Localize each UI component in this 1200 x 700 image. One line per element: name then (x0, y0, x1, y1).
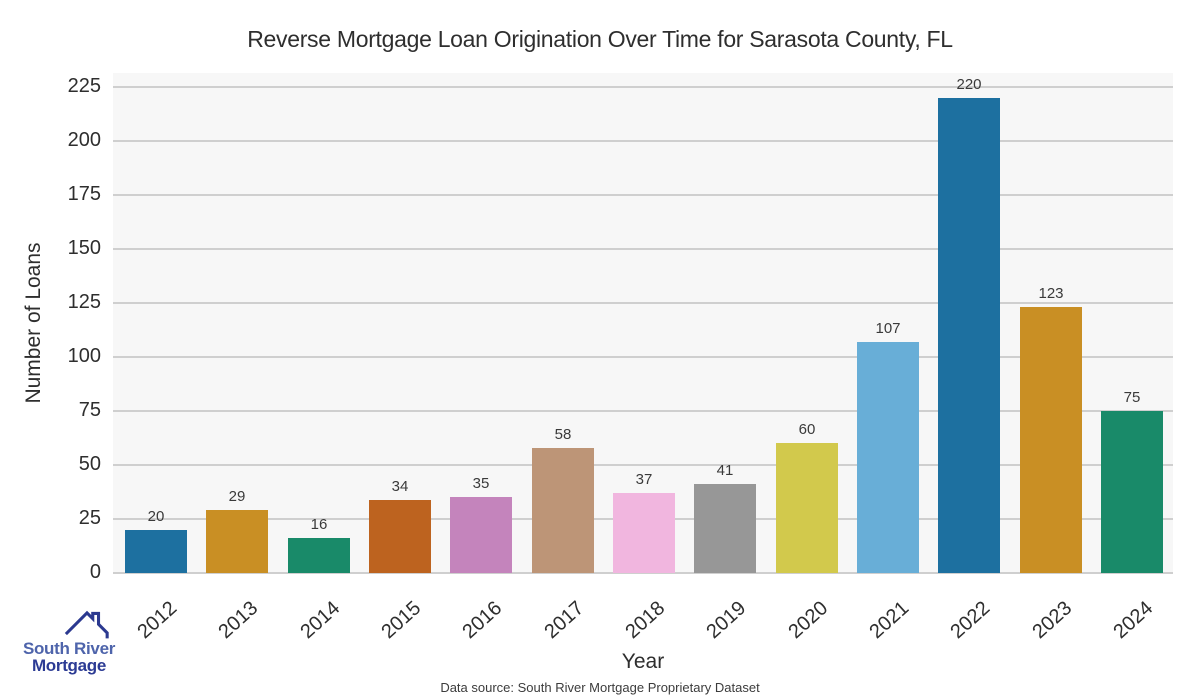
y-tick-label-200: 200 (67, 129, 101, 151)
y-tick-label-100: 100 (67, 345, 101, 367)
gridline-y150 (113, 248, 1173, 250)
x-tick-label-2020: 2020 (783, 597, 832, 644)
bar-2016 (450, 497, 512, 573)
bar-2014 (288, 538, 350, 573)
y-tick-label-150: 150 (67, 237, 101, 259)
x-tick-label-2014: 2014 (295, 597, 344, 644)
logo-text-south-river: South River (22, 639, 116, 658)
gridline-y200 (113, 140, 1173, 142)
x-tick-label-2015: 2015 (376, 597, 425, 644)
bar-2022 (938, 98, 1000, 573)
gridline-y175 (113, 194, 1173, 196)
bar-value-label-2024: 75 (1123, 389, 1141, 406)
bar-2021 (857, 342, 919, 573)
bar-2018 (613, 493, 675, 573)
bar-value-label-2013: 29 (228, 488, 246, 505)
house-roof-icon (64, 610, 109, 639)
x-tick-label-2023: 2023 (1027, 597, 1076, 644)
gridline-y125 (113, 302, 1173, 304)
gridline-y225 (113, 86, 1173, 88)
bar-value-label-2015: 34 (391, 478, 409, 495)
bar-2017 (532, 448, 594, 573)
bar-value-label-2019: 41 (716, 462, 734, 479)
logo-text-mortgage: Mortgage (31, 656, 107, 675)
gridline-y50 (113, 464, 1173, 466)
y-tick-label-175: 175 (67, 183, 101, 205)
x-tick-label-2024: 2024 (1108, 597, 1157, 644)
y-tick-label-25: 25 (78, 507, 101, 529)
bar-value-label-2020: 60 (798, 421, 816, 438)
bar-value-label-2016: 35 (472, 475, 490, 492)
gridline-y100 (113, 356, 1173, 358)
x-axis-title: Year (621, 650, 665, 673)
bar-2013 (206, 510, 268, 573)
x-tick-label-2022: 2022 (945, 597, 994, 644)
bar-2023 (1020, 307, 1082, 573)
y-tick-label-50: 50 (78, 453, 101, 475)
chart-title: Reverse Mortgage Loan Origination Over T… (247, 26, 953, 52)
x-tick-label-2019: 2019 (701, 597, 750, 644)
data-source-note: Data source: South River Mortgage Propri… (440, 680, 760, 695)
y-tick-label-0: 0 (89, 561, 101, 583)
gridline-y75 (113, 410, 1173, 412)
company-logo: South River Mortgage (18, 608, 120, 674)
bar-value-label-2023: 123 (1038, 285, 1064, 302)
bar-value-label-2018: 37 (635, 471, 653, 488)
bar-value-label-2012: 20 (147, 508, 165, 525)
y-axis-title: Number of Loans (22, 242, 45, 404)
bar-2024 (1101, 411, 1163, 573)
y-tick-label-225: 225 (67, 75, 101, 97)
bar-2019 (694, 484, 756, 573)
x-tick-label-2013: 2013 (213, 597, 262, 644)
bar-value-label-2021: 107 (875, 320, 901, 337)
x-tick-label-2018: 2018 (620, 597, 669, 644)
plot-area (113, 73, 1173, 574)
x-tick-label-2021: 2021 (864, 597, 913, 644)
gridline-y0 (113, 572, 1173, 574)
x-tick-label-2017: 2017 (539, 597, 588, 644)
bar-value-label-2017: 58 (554, 426, 572, 443)
bar-2015 (369, 500, 431, 573)
x-tick-label-2012: 2012 (132, 597, 181, 644)
y-tick-label-75: 75 (78, 399, 101, 421)
x-tick-label-2016: 2016 (457, 597, 506, 644)
bar-value-label-2014: 16 (310, 516, 328, 533)
bar-value-label-2022: 220 (956, 76, 982, 93)
y-tick-label-125: 125 (67, 291, 101, 313)
bar-2020 (776, 443, 838, 573)
bar-2012 (125, 530, 187, 573)
